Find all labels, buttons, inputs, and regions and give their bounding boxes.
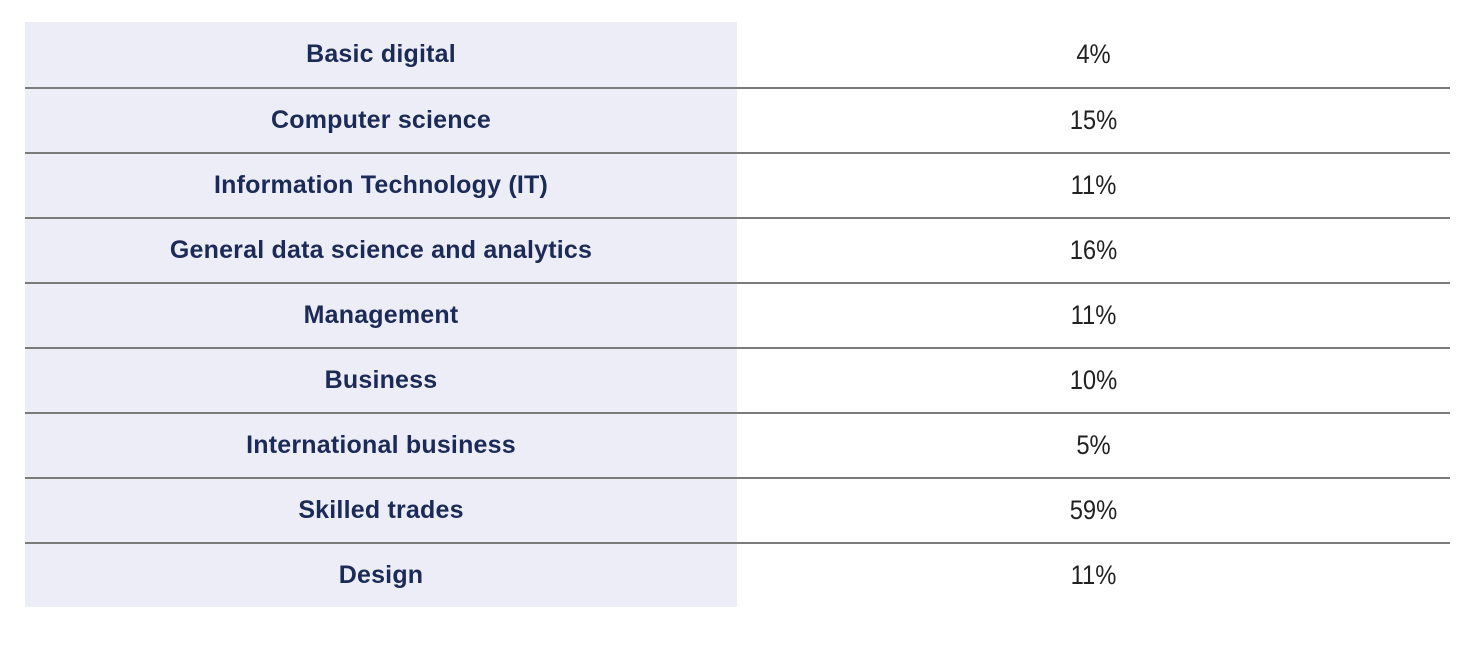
category-percentage-table: Basic digital 4% Computer science 15% In…: [25, 22, 1450, 607]
table-row: Business 10%: [25, 347, 1450, 412]
percentage-value-cell: 16%: [779, 219, 1408, 282]
table-row: Basic digital 4%: [25, 22, 1450, 87]
percentage-value-cell: 11%: [779, 284, 1408, 347]
table-row: Management 11%: [25, 282, 1450, 347]
category-label-cell: General data science and analytics: [25, 219, 737, 282]
percentage-value-cell: 5%: [779, 414, 1408, 477]
category-label-cell: Computer science: [25, 89, 737, 152]
category-label-cell: Business: [25, 349, 737, 412]
percentage-value-cell: 4%: [779, 22, 1408, 87]
percentage-value-cell: 15%: [779, 89, 1408, 152]
category-label-cell: International business: [25, 414, 737, 477]
percentage-value-cell: 11%: [779, 154, 1408, 217]
table-row: International business 5%: [25, 412, 1450, 477]
table-row: Design 11%: [25, 542, 1450, 607]
table-row: Computer science 15%: [25, 87, 1450, 152]
percentage-value-cell: 10%: [779, 349, 1408, 412]
category-label-cell: Information Technology (IT): [25, 154, 737, 217]
category-label-cell: Management: [25, 284, 737, 347]
category-label-cell: Basic digital: [25, 22, 737, 87]
category-label-cell: Design: [25, 544, 737, 607]
category-label-cell: Skilled trades: [25, 479, 737, 542]
table-row: Skilled trades 59%: [25, 477, 1450, 542]
percentage-value-cell: 11%: [779, 544, 1408, 607]
percentage-value-cell: 59%: [779, 479, 1408, 542]
table-row: General data science and analytics 16%: [25, 217, 1450, 282]
table-row: Information Technology (IT) 11%: [25, 152, 1450, 217]
